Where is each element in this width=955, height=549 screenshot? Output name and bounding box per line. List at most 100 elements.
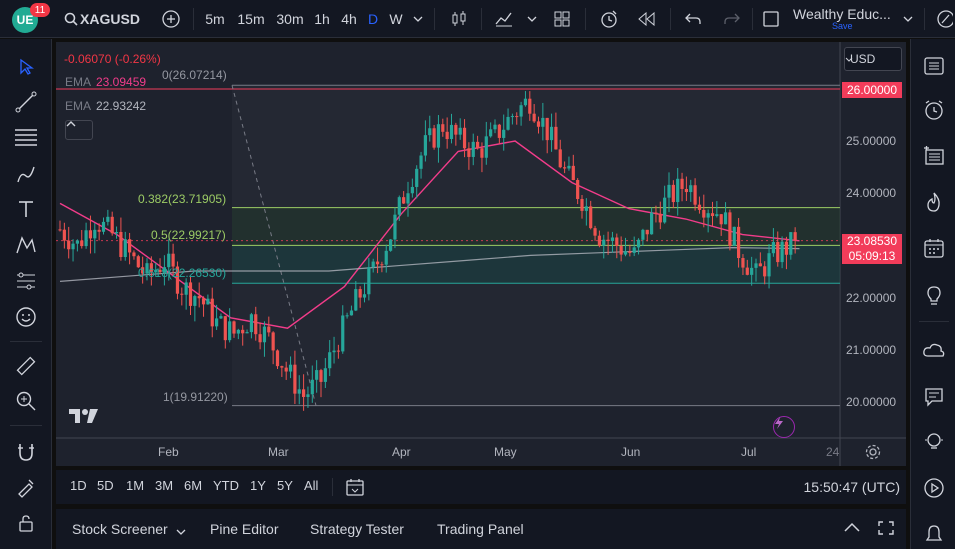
indicators-icon[interactable]	[491, 0, 517, 38]
candle	[197, 282, 201, 308]
chart-canvas[interactable]	[56, 42, 906, 466]
candle-body	[784, 241, 789, 255]
collapse-legend-button[interactable]	[65, 120, 93, 140]
candle-body	[336, 350, 340, 352]
price-chart[interactable]: -0.06070 (-0.26%) EMA 23.09459 EMA 22.93…	[56, 42, 906, 466]
cursor-icon[interactable]	[10, 51, 42, 83]
interval-1h[interactable]: 1h	[314, 11, 330, 27]
publish-icon[interactable]	[934, 0, 954, 38]
zoom-in-icon[interactable]	[10, 385, 42, 417]
candle	[702, 194, 706, 228]
candle-body	[371, 261, 375, 268]
currency-select[interactable]: USD	[844, 47, 902, 71]
utc-clock[interactable]: 15:50:47 (UTC)	[803, 479, 900, 495]
text-tool-icon[interactable]	[10, 193, 42, 225]
candle-body	[228, 321, 232, 341]
interval-5m[interactable]: 5m	[205, 11, 225, 27]
tab-stock-screener[interactable]: Stock Screener	[72, 521, 168, 537]
candle	[650, 207, 654, 235]
emoji-icon[interactable]	[10, 301, 42, 333]
chevron-down-icon[interactable]	[901, 0, 915, 38]
layout-grid-icon[interactable]	[549, 0, 575, 38]
play-circle-icon[interactable]	[919, 473, 949, 503]
prediction-icon[interactable]	[10, 265, 42, 297]
stay-in-drawing-icon[interactable]	[10, 471, 42, 503]
range-1d[interactable]: 1D	[70, 478, 87, 493]
undo-icon[interactable]	[680, 0, 706, 38]
ema1-label[interactable]: EMA	[65, 75, 92, 89]
replay-icon[interactable]	[634, 0, 660, 38]
range-all[interactable]: All	[304, 478, 319, 493]
range-5y[interactable]: 5Y	[277, 478, 293, 493]
ema2-label[interactable]: EMA	[65, 99, 92, 113]
tab-trading-panel[interactable]: Trading Panel	[437, 521, 524, 537]
candle-body	[502, 129, 506, 138]
interval-d[interactable]: D	[367, 11, 379, 27]
candle-body	[67, 240, 71, 250]
right-widget-bar	[910, 39, 955, 549]
symbol-search-button[interactable]: XAGUSD	[80, 11, 140, 27]
interval-30m[interactable]: 30m	[276, 11, 304, 27]
candle-body	[180, 293, 184, 295]
lightning-icon[interactable]	[773, 416, 795, 438]
candle-body	[354, 289, 358, 311]
candle-body	[715, 214, 719, 217]
interval-15m[interactable]: 15m	[237, 11, 265, 27]
ema-slow-line	[59, 246, 800, 282]
candle	[571, 154, 575, 181]
candle-body	[706, 213, 710, 218]
brush-icon[interactable]	[10, 158, 42, 190]
candle	[554, 112, 558, 150]
hotlist-fire-icon[interactable]	[919, 187, 949, 217]
chevron-up-icon[interactable]	[843, 521, 861, 536]
candle-body	[510, 116, 514, 118]
interval-4h[interactable]: 4h	[341, 11, 357, 27]
watchlist-icon[interactable]	[919, 51, 949, 81]
notifications-bell-icon[interactable]	[919, 519, 949, 549]
ema-fast-line	[59, 140, 800, 329]
trend-line-icon[interactable]	[10, 86, 42, 118]
range-6m[interactable]: 6M	[184, 478, 203, 493]
calendar-icon[interactable]	[919, 233, 949, 263]
compare-add-icon[interactable]	[158, 0, 184, 38]
layout-name[interactable]: Wealthy Educ...	[793, 6, 891, 22]
range-ytd[interactable]: YTD	[213, 478, 239, 493]
magnet-icon[interactable]	[10, 436, 42, 468]
ideas-lightbulb-icon[interactable]	[919, 281, 949, 311]
candle-body	[532, 113, 536, 122]
alarm-clock-icon[interactable]	[919, 95, 949, 125]
tab-pine-editor[interactable]: Pine Editor	[210, 521, 279, 537]
chevron-down-icon[interactable]	[411, 0, 425, 38]
range-1y[interactable]: 1Y	[250, 478, 266, 493]
search-icon[interactable]	[62, 0, 80, 38]
help-bulb-icon[interactable]	[919, 427, 949, 457]
candle-body	[580, 198, 584, 211]
streams-cloud-icon[interactable]	[919, 336, 949, 366]
candle	[580, 194, 584, 219]
candle	[110, 211, 114, 236]
layout-checkbox-icon[interactable]	[758, 0, 784, 38]
alert-clock-icon[interactable]	[596, 0, 622, 38]
candle	[215, 304, 219, 330]
chevron-down-icon[interactable]	[525, 0, 539, 38]
go-to-date-calendar-icon[interactable]	[345, 477, 365, 500]
ruler-icon[interactable]	[10, 350, 42, 382]
range-1m[interactable]: 1M	[126, 478, 145, 493]
candle	[141, 256, 145, 284]
object-tree-icon[interactable]	[919, 141, 949, 171]
candles-chart-type-icon[interactable]	[446, 0, 472, 38]
redo-icon[interactable]	[719, 0, 745, 38]
lock-icon[interactable]	[10, 507, 42, 539]
candle	[71, 239, 75, 262]
pattern-icon[interactable]	[10, 229, 42, 261]
maximize-panel-icon[interactable]	[877, 520, 895, 539]
interval-w[interactable]: W	[389, 11, 403, 27]
range-3m[interactable]: 3M	[155, 478, 174, 493]
range-5d[interactable]: 5D	[97, 478, 114, 493]
candle	[467, 142, 471, 170]
chevron-down-icon[interactable]	[176, 523, 186, 538]
horizontal-lines-icon[interactable]	[10, 121, 42, 153]
candle	[715, 201, 719, 218]
tab-strategy-tester[interactable]: Strategy Tester	[310, 521, 404, 537]
chats-icon[interactable]	[919, 382, 949, 412]
